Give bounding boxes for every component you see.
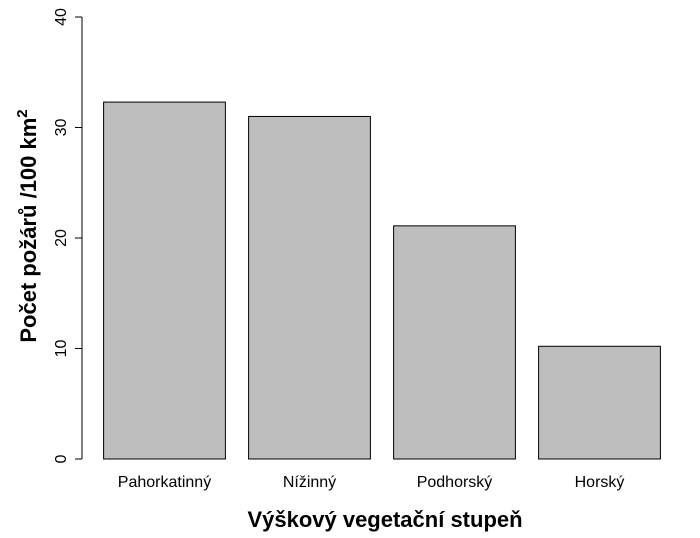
- y-axis-title: Počet požárů /100 km2: [14, 109, 41, 342]
- y-tick-label: 40: [53, 8, 70, 26]
- y-tick-label: 0: [53, 454, 70, 463]
- y-tick-label: 20: [53, 229, 70, 247]
- bar: [103, 101, 226, 460]
- bar: [538, 345, 661, 460]
- y-tick-label: 10: [53, 340, 70, 358]
- x-tick-label: Pahorkatinný: [118, 474, 211, 491]
- bar: [248, 115, 371, 460]
- x-tick-label: Nížinný: [283, 474, 336, 491]
- y-axis-title-text: Počet požárů /100 km: [16, 118, 41, 343]
- bar: [393, 225, 516, 460]
- y-axis-title-superscript: 2: [14, 109, 31, 117]
- x-tick-label: Horský: [575, 474, 625, 491]
- x-tick-label: Podhorský: [417, 474, 493, 491]
- x-axis-title: Výškový vegetační stupeň: [247, 507, 522, 532]
- y-tick-label: 30: [53, 119, 70, 137]
